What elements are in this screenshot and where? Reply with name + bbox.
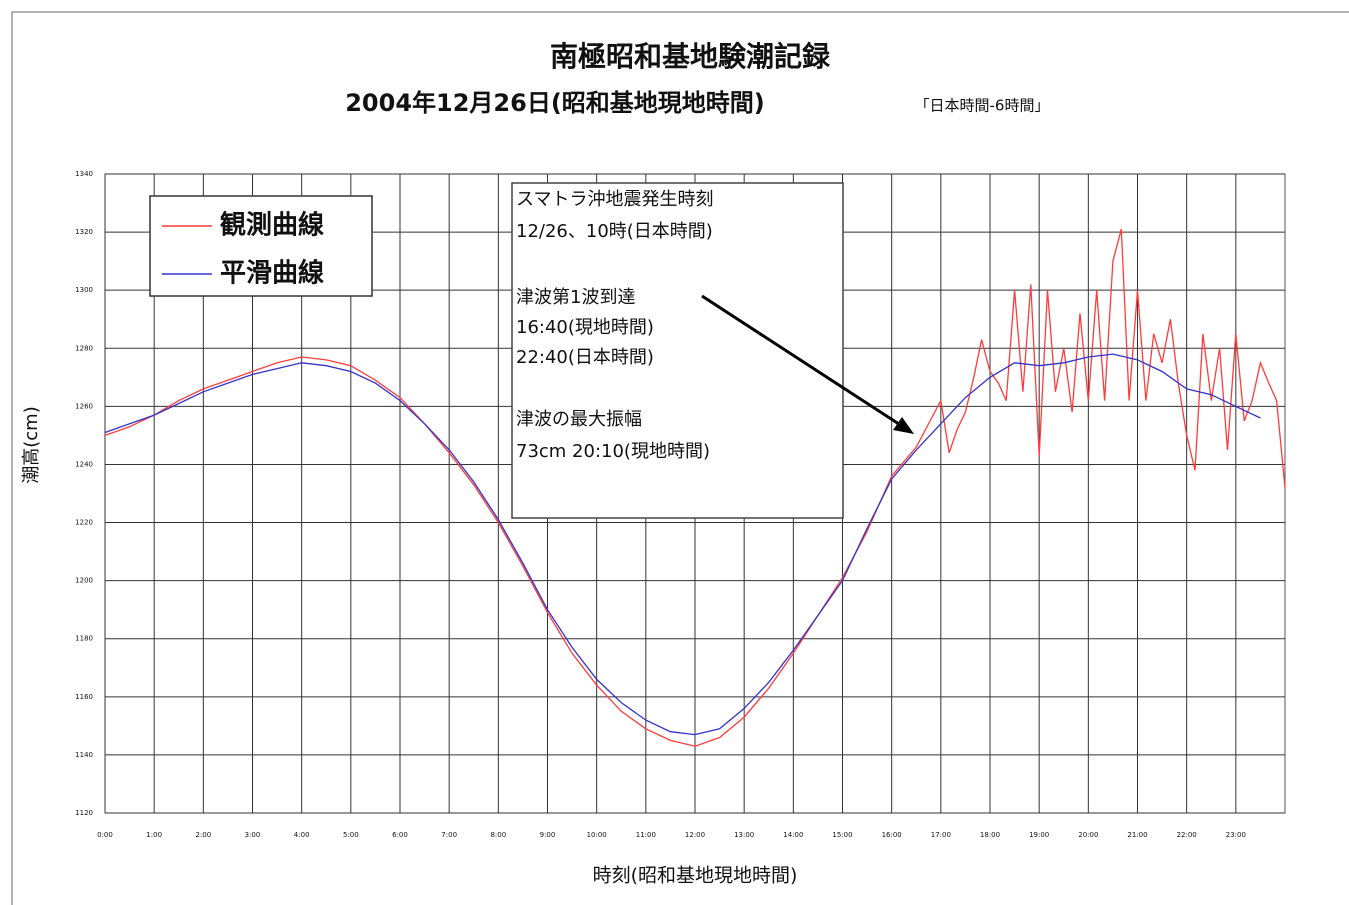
x-tick-label: 18:00 xyxy=(980,831,1000,839)
y-tick-label: 1200 xyxy=(75,577,93,585)
y-tick-label: 1320 xyxy=(75,228,93,236)
x-tick-label: 10:00 xyxy=(587,831,607,839)
annotation-arrow xyxy=(701,294,906,430)
annotation-text: 津波第1波到達 xyxy=(516,287,635,308)
x-tick-label: 1:00 xyxy=(146,831,162,839)
x-tick-label: 13:00 xyxy=(734,831,754,839)
x-tick-label: 20:00 xyxy=(1078,831,1098,839)
chart-title: 南極昭和基地験潮記録 xyxy=(550,40,831,73)
y-tick-label: 1160 xyxy=(75,693,93,701)
annotation-text: 津波の最大振幅 xyxy=(516,409,642,430)
x-tick-label: 14:00 xyxy=(783,831,803,839)
x-tick-label: 17:00 xyxy=(931,831,951,839)
x-tick-label: 5:00 xyxy=(343,831,359,839)
arrow-head xyxy=(893,417,914,434)
y-tick-label: 1220 xyxy=(75,519,93,527)
x-tick-label: 16:00 xyxy=(882,831,902,839)
y-tick-label: 1140 xyxy=(75,751,93,759)
x-tick-label: 22:00 xyxy=(1177,831,1197,839)
x-tick-label: 2:00 xyxy=(195,831,211,839)
annotation-text: 12/26、10時(日本時間) xyxy=(516,221,713,242)
x-tick-label: 3:00 xyxy=(245,831,261,839)
y-tick-label: 1240 xyxy=(75,460,93,468)
x-tick-label: 19:00 xyxy=(1029,831,1049,839)
subtitle-note: 「日本時間-6時間」 xyxy=(915,97,1050,115)
annotation-text: 22:40(日本時間) xyxy=(516,347,654,368)
x-tick-label: 8:00 xyxy=(490,831,506,839)
x-tick-label: 23:00 xyxy=(1226,831,1246,839)
x-tick-label: 21:00 xyxy=(1127,831,1147,839)
frame xyxy=(11,11,1349,905)
series-line xyxy=(104,353,1261,736)
chart-subtitle: 2004年12月26日(昭和基地現地時間) xyxy=(345,89,765,117)
y-tick-label: 1340 xyxy=(75,170,93,178)
x-tick-label: 9:00 xyxy=(540,831,556,839)
legend-label: 観測曲線 xyxy=(220,210,324,241)
y-tick-label: 1280 xyxy=(75,344,93,352)
y-tick-label: 1120 xyxy=(75,809,93,817)
x-tick-label: 15:00 xyxy=(832,831,852,839)
x-tick-label: 11:00 xyxy=(636,831,656,839)
x-tick-label: 6:00 xyxy=(392,831,408,839)
annotation-text: 16:40(現地時間) xyxy=(516,317,654,338)
annotation-text: 73cm 20:10(現地時間) xyxy=(516,441,710,462)
series-line xyxy=(104,229,1286,747)
y-tick-label: 1300 xyxy=(75,286,93,294)
x-axis-label: 時刻(昭和基地現地時間) xyxy=(593,865,798,887)
x-tick-label: 4:00 xyxy=(294,831,310,839)
x-tick-label: 0:00 xyxy=(97,831,113,839)
y-tick-label: 1260 xyxy=(75,402,93,410)
x-tick-label: 12:00 xyxy=(685,831,705,839)
y-tick-label: 1180 xyxy=(75,635,93,643)
y-axis-label: 潮高(cm) xyxy=(21,406,42,483)
x-tick-label: 7:00 xyxy=(441,831,457,839)
legend-box xyxy=(149,195,373,297)
legend-label: 平滑曲線 xyxy=(220,258,324,289)
annotation-text: スマトラ沖地震発生時刻 xyxy=(516,189,713,210)
